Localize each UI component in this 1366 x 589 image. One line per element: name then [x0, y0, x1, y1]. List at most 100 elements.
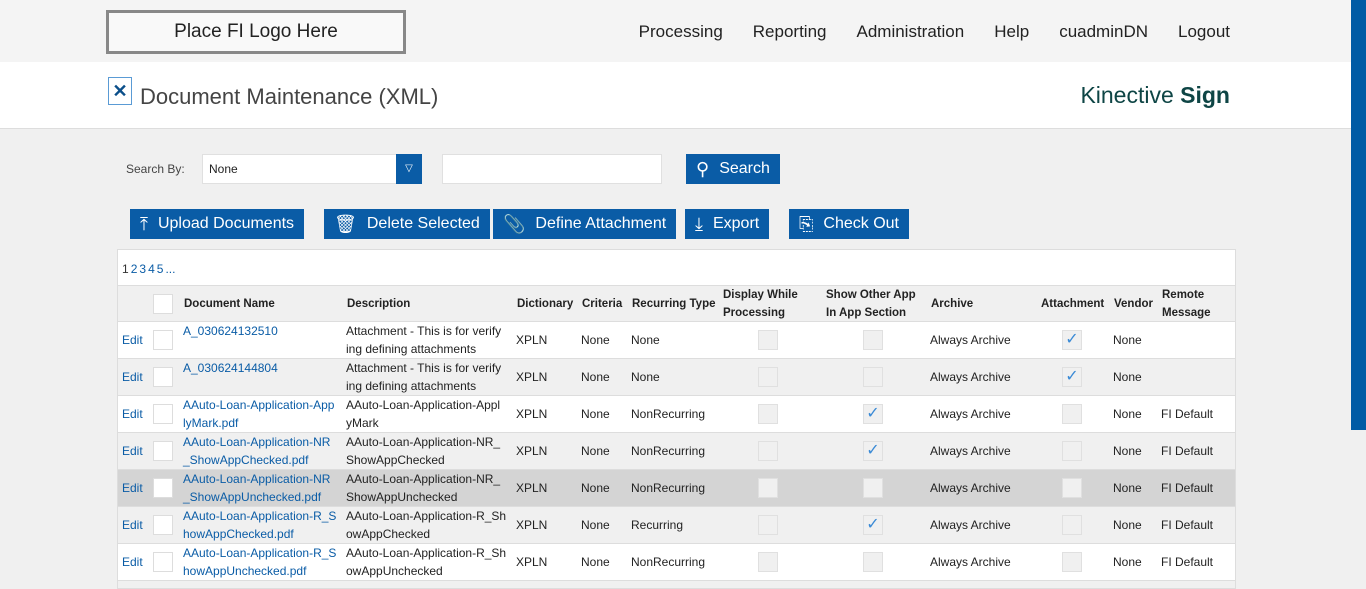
document-name-link[interactable]: A_030624132510	[183, 322, 278, 340]
table-row[interactable]: Edit A_030624132510 Attachment - This is f…	[118, 322, 1235, 359]
row-select-checkbox[interactable]	[153, 441, 173, 461]
page-link[interactable]: 1	[122, 262, 129, 276]
col-dictionary[interactable]: Dictionary	[517, 298, 574, 310]
edit-link[interactable]: Edit	[122, 518, 143, 532]
table-row[interactable]: Edit AAuto-Loan-Application-NR _ShowAppUnc…	[118, 470, 1235, 507]
show-other-app-checkbox: ✓	[863, 441, 883, 461]
document-name-link[interactable]: AAuto-Loan-Application-App lyMark.pdf	[183, 396, 334, 432]
main-nav: Processing Reporting Administration Help…	[639, 22, 1230, 42]
nav-user[interactable]: cuadminDN	[1059, 22, 1148, 41]
brand-bold: Sign	[1180, 82, 1230, 108]
table-row[interactable]: Edit AAuto-Loan-Application-R_S howAppUnch…	[118, 544, 1235, 581]
attachment-checkbox	[1062, 515, 1082, 535]
chevron-down-icon[interactable]: ▽	[396, 154, 422, 184]
description: Attachment - This is for verify ing defin…	[346, 359, 501, 395]
document-name-link[interactable]: AAuto-Loan-Application-NR _ShowAppUncheck…	[183, 470, 330, 506]
criteria: None	[581, 518, 610, 532]
row-select-checkbox[interactable]	[153, 404, 173, 424]
nav-administration[interactable]: Administration	[856, 22, 965, 41]
search-by-label: Search By:	[126, 162, 185, 176]
document-name-link[interactable]: AAuto-Loan-Application-R_S howAppUnchecke…	[183, 544, 336, 580]
edit-link[interactable]: Edit	[122, 481, 143, 495]
edit-link[interactable]: Edit	[122, 555, 143, 569]
export-button[interactable]: ⤓ Export	[685, 209, 770, 239]
nav-reporting[interactable]: Reporting	[752, 22, 827, 41]
edit-link[interactable]: Edit	[122, 333, 143, 347]
table-row[interactable]: Edit A_030624144804 Attachment - This is f…	[118, 359, 1235, 396]
document-name-link[interactable]: AAuto-Loan-Application-NR _ShowAppChecked…	[183, 433, 330, 469]
show-other-app-checkbox	[863, 478, 883, 498]
col-recurring-type[interactable]: Recurring Type	[632, 298, 716, 310]
checkmark-icon: ✓	[866, 516, 880, 533]
edit-link[interactable]: Edit	[122, 407, 143, 421]
table-row[interactable]: Edit AAuto-Loan-Application-App lyMark.pdf…	[118, 396, 1235, 433]
delete-selected-button[interactable]: 🗑 Delete Selected	[324, 209, 490, 239]
row-select-checkbox[interactable]	[153, 367, 173, 387]
search-button[interactable]: ⚲ Search	[686, 154, 780, 184]
document-name-link[interactable]: AAuto-Loan-Application-R_S howAppChecked.…	[183, 507, 336, 543]
col-attachment[interactable]: Attachment	[1041, 298, 1105, 310]
col-archive[interactable]: Archive	[931, 298, 974, 310]
row-select-checkbox[interactable]	[153, 330, 173, 350]
search-by-select[interactable]: None ▽	[202, 154, 422, 184]
page-link[interactable]: 2	[130, 262, 138, 276]
show-other-app-checkbox	[863, 330, 883, 350]
description: AAuto-Loan-Application-RS A	[346, 584, 503, 588]
table-row[interactable]: Edit AAuto-Loan-Application-NR _ShowAppChe…	[118, 433, 1235, 470]
description: AAuto-Loan-Application-R_Sh owAppChecked	[346, 507, 506, 543]
remote-message: FI Default	[1161, 444, 1214, 458]
table-row[interactable]: Edit AAuto-Loan-Application-R_S howAppChec…	[118, 507, 1235, 544]
checkmark-icon: ✓	[1065, 368, 1079, 385]
page-link[interactable]: ...	[165, 262, 176, 276]
col-criteria[interactable]: Criteria	[582, 298, 623, 310]
document-name-link-line1: A_030624132510	[183, 324, 278, 338]
search-by-value: None	[209, 162, 238, 176]
upload-documents-button[interactable]: ⤒ Upload Documents	[130, 209, 305, 239]
select-all-checkbox[interactable]	[153, 294, 173, 314]
documents-table: 1 2 3 4 5... Document Name Description Dicti…	[117, 249, 1236, 589]
col-description[interactable]: Description	[347, 298, 411, 310]
edit-link[interactable]: Edit	[122, 370, 143, 384]
description-line1: Attachment - This is for verify	[346, 324, 502, 338]
attachment-checkbox: ✓	[1062, 367, 1082, 387]
checkout-label: Check Out	[823, 215, 899, 232]
document-name-link[interactable]: A_030624144804	[183, 359, 278, 377]
define-attachment-button[interactable]: 📎 Define Attachment	[493, 209, 677, 239]
row-select-checkbox[interactable]	[153, 515, 173, 535]
document-tools-icon: ✕	[108, 77, 132, 105]
col-remote-message[interactable]: Remote Message	[1162, 286, 1211, 322]
document-name-link-line1: AAuto-Loan-Application-NR	[183, 472, 331, 486]
archive: Always Archive	[930, 518, 1011, 532]
check-out-button[interactable]: ⎘ Check Out	[789, 209, 909, 239]
col-document-name[interactable]: Document Name	[184, 298, 275, 310]
col-vendor[interactable]: Vendor	[1114, 298, 1153, 310]
row-select-checkbox[interactable]	[153, 552, 173, 572]
col-display-while-processing[interactable]: Display While Processing	[723, 286, 798, 322]
page-link[interactable]: 3	[139, 262, 147, 276]
document-name-link[interactable]: AAuto-Loan-Application-RS	[183, 584, 330, 588]
nav-processing[interactable]: Processing	[638, 22, 723, 41]
search-input[interactable]	[442, 154, 662, 184]
document-name-link-line1: A_030624144804	[183, 361, 278, 375]
dictionary: XPLN	[516, 370, 548, 384]
row-select-checkbox[interactable]	[153, 478, 173, 498]
nav-logout[interactable]: Logout	[1178, 22, 1230, 41]
table-row[interactable]: AAuto-Loan-Application-RS AAuto-Loan-Appl…	[118, 581, 1235, 588]
description: AAuto-Loan-Application-NR_ ShowAppChecked	[346, 433, 500, 469]
document-name-link-line2: _ShowAppChecked.pdf	[183, 453, 309, 467]
remote-message: FI Default	[1161, 407, 1214, 421]
remote-message: FI Default	[1161, 518, 1214, 532]
nav-help[interactable]: Help	[994, 22, 1030, 41]
page-title: Document Maintenance (XML)	[140, 84, 439, 109]
page-link[interactable]: 4	[148, 262, 155, 276]
edit-link[interactable]: Edit	[122, 444, 143, 458]
display-while-processing-checkbox	[758, 478, 778, 498]
page-scrollbar[interactable]	[1351, 0, 1366, 430]
dictionary: XPLN	[516, 333, 548, 347]
description-line1: Attachment - This is for verify	[346, 361, 502, 375]
document-name-link-line1: AAuto-Loan-Application-App	[183, 398, 335, 412]
page-link[interactable]: 5	[156, 262, 164, 276]
description: Attachment - This is for verify ing defin…	[346, 322, 501, 358]
col-show-other-app[interactable]: Show Other App In App Section	[826, 286, 916, 322]
table-header: Document Name Description Dictionary Cri…	[118, 285, 1235, 322]
